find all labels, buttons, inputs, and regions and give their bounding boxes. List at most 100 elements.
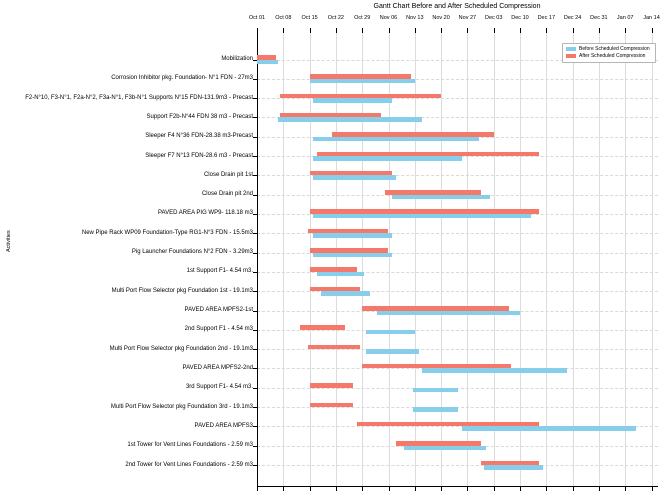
- x-tick-label: Oct 08: [275, 15, 292, 21]
- h-gridline: [257, 252, 658, 254]
- x-tick-label: Oct 29: [354, 15, 371, 21]
- legend: Before Scheduled Compression After Schedu…: [562, 43, 656, 63]
- task-label: F2-N°10, F3-N°1, F2a-N°2, F3a-N°1, F3b-N…: [25, 94, 253, 101]
- bar-after-scheduled: [362, 306, 509, 311]
- bottom-spine: [257, 486, 658, 487]
- y-axis-row-tick: [253, 329, 257, 331]
- x-tick-label: Jan 14: [643, 15, 660, 21]
- x-tick-label: Dec 17: [537, 15, 556, 21]
- x-tick-mark: [493, 486, 495, 491]
- x-tick-mark: [625, 486, 627, 491]
- y-axis-row-tick: [253, 59, 257, 61]
- v-gridline: [441, 33, 443, 486]
- x-tick-mark: [598, 486, 600, 491]
- x-tick-mark: [388, 28, 390, 33]
- y-axis-row-tick: [253, 233, 257, 235]
- bar-after-scheduled: [362, 363, 511, 369]
- x-tick-label: Oct 01: [248, 15, 266, 21]
- task-label: 2nd Tower for Vent Lines Foundations - 2…: [125, 461, 253, 468]
- x-tick-mark: [257, 486, 258, 491]
- v-gridline: [625, 33, 627, 486]
- task-label: Multi Port Flow Selector pkg Foundation …: [109, 345, 253, 352]
- task-label: Close Drain pit 1st: [203, 171, 253, 178]
- y-axis-row-tick: [253, 213, 257, 215]
- bar-after-scheduled: [300, 325, 346, 330]
- x-tick-mark: [335, 28, 337, 33]
- bar-before-scheduled: [422, 368, 567, 373]
- x-tick-mark: [335, 486, 337, 491]
- y-axis-row-tick: [253, 407, 257, 409]
- x-tick-mark: [520, 486, 521, 491]
- v-gridline: [546, 33, 548, 486]
- h-gridline: [257, 233, 658, 235]
- bar-after-scheduled: [257, 55, 276, 60]
- x-tick-mark: [651, 486, 653, 491]
- legend-entry: After Scheduled Compression: [566, 53, 653, 59]
- bar-before-scheduled: [484, 465, 543, 470]
- legend-swatch: [566, 47, 576, 51]
- bar-after-scheduled: [396, 441, 481, 446]
- h-gridline: [257, 329, 658, 331]
- x-tick-mark: [257, 28, 258, 33]
- y-axis-row-tick: [253, 98, 257, 100]
- bar-before-scheduled: [313, 233, 393, 238]
- legend-label: After Scheduled Compression: [579, 53, 646, 59]
- v-gridline: [414, 33, 416, 486]
- task-label: Sleeper F7 N°13 FDN-28.6 m3 - Precast: [145, 152, 253, 159]
- x-tick-mark: [388, 486, 390, 491]
- x-tick-mark: [651, 28, 653, 33]
- bar-before-scheduled: [309, 78, 415, 84]
- x-tick-mark: [414, 28, 416, 33]
- h-gridline: [257, 291, 658, 293]
- bar-before-scheduled: [377, 310, 520, 316]
- task-label: 1st Tower for Vent Lines Foundations - 2…: [127, 442, 253, 449]
- bar-before-scheduled: [313, 156, 462, 161]
- x-tick-mark: [598, 28, 600, 33]
- x-tick-mark: [283, 28, 285, 33]
- bar-before-scheduled: [392, 194, 490, 200]
- x-tick-label: Dec 10: [511, 15, 529, 21]
- bar-after-scheduled: [279, 93, 442, 99]
- x-tick-mark: [625, 28, 627, 33]
- v-gridline: [651, 33, 653, 486]
- y-axis-row-tick: [253, 136, 257, 138]
- bar-after-scheduled: [309, 286, 361, 292]
- task-label: PAVED AREA MPFS3: [194, 422, 253, 429]
- task-label: Close Drain pit 2nd: [201, 191, 253, 198]
- h-gridline: [257, 271, 658, 273]
- bar-before-scheduled: [365, 349, 419, 354]
- bar-after-scheduled: [307, 228, 389, 234]
- y-axis-row-tick: [253, 78, 257, 80]
- y-axis-row-tick: [253, 445, 257, 447]
- x-tick-mark: [441, 28, 443, 33]
- y-axis-row-tick: [253, 349, 257, 351]
- x-tick-mark: [467, 28, 469, 33]
- task-label: PAVED AREA PIG WP9- 118.18 m3: [157, 210, 253, 217]
- y-axis-row-tick: [253, 465, 257, 466]
- y-axis-row-tick: [253, 387, 257, 389]
- x-tick-label: Nov 06: [379, 15, 398, 21]
- x-tick-mark: [493, 28, 495, 33]
- y-axis-row-tick: [253, 271, 257, 273]
- bar-after-scheduled: [332, 132, 494, 137]
- bar-before-scheduled: [313, 213, 532, 219]
- bar-after-scheduled: [480, 460, 539, 465]
- x-tick-mark: [520, 28, 521, 33]
- v-gridline: [493, 33, 495, 486]
- task-label: Mobilization: [221, 56, 253, 62]
- v-gridline: [598, 33, 600, 486]
- bar-after-scheduled: [317, 151, 539, 157]
- task-label: 1st Support F1- 4.54 m3.: [186, 268, 253, 275]
- v-gridline: [388, 33, 390, 486]
- bar-after-scheduled: [356, 421, 539, 427]
- x-tick-mark: [546, 28, 548, 33]
- bar-after-scheduled: [279, 112, 381, 118]
- h-gridline: [257, 78, 658, 80]
- bar-after-scheduled: [309, 402, 353, 408]
- y-axis-row-tick: [253, 175, 257, 177]
- task-label: Sleeper F4 N°36 FDN-28.38 m3-Precast: [145, 133, 253, 140]
- v-gridline: [283, 33, 285, 486]
- bar-before-scheduled: [257, 59, 278, 64]
- bar-after-scheduled: [309, 248, 389, 253]
